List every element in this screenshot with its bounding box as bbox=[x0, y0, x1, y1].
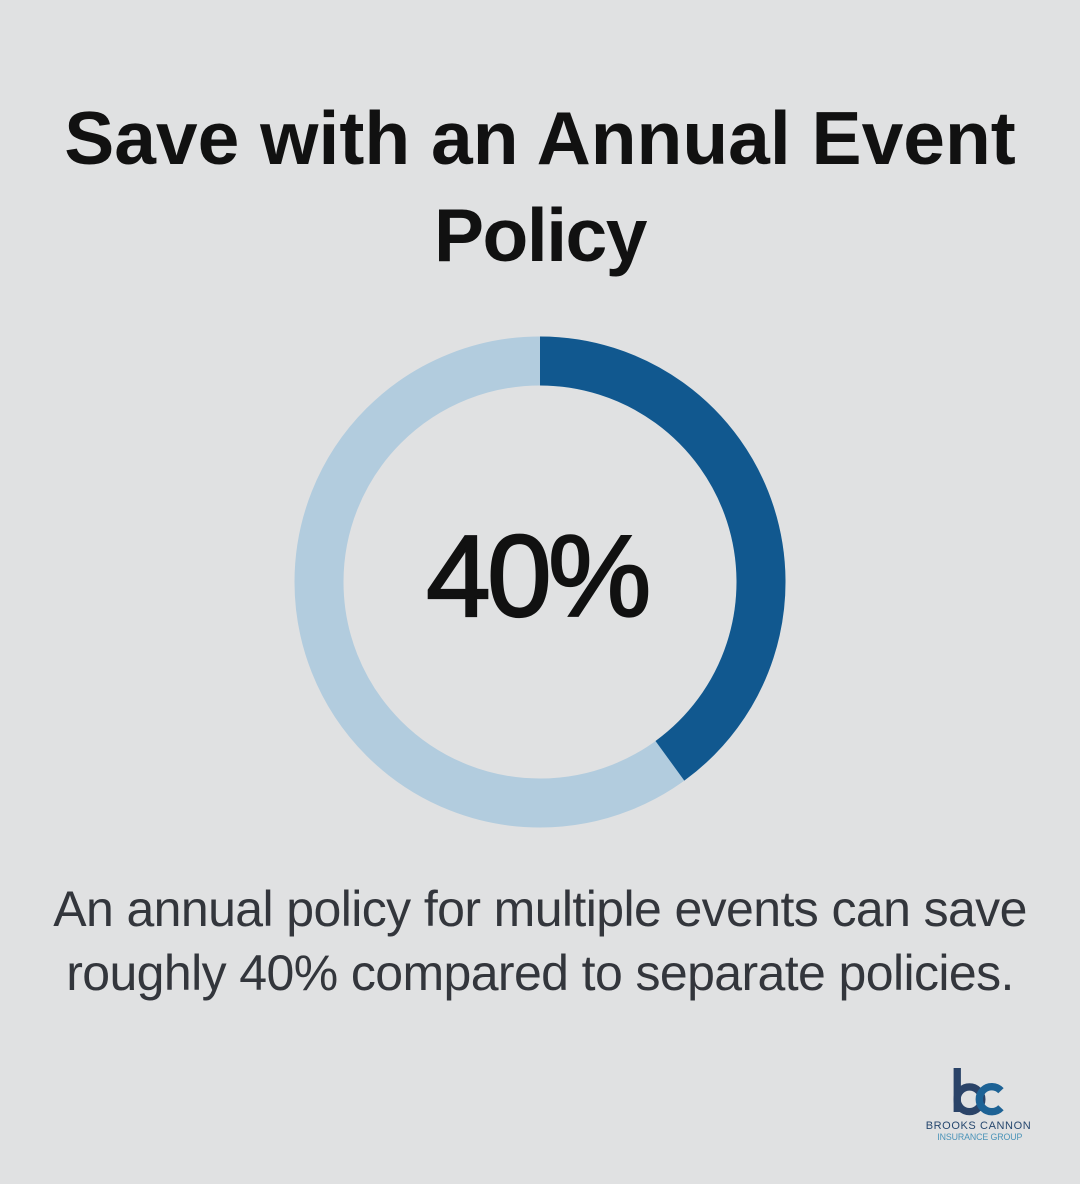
svg-text:INSURANCE GROUP: INSURANCE GROUP bbox=[937, 1132, 1022, 1142]
svg-text:BROOKS CANNON: BROOKS CANNON bbox=[926, 1120, 1032, 1132]
